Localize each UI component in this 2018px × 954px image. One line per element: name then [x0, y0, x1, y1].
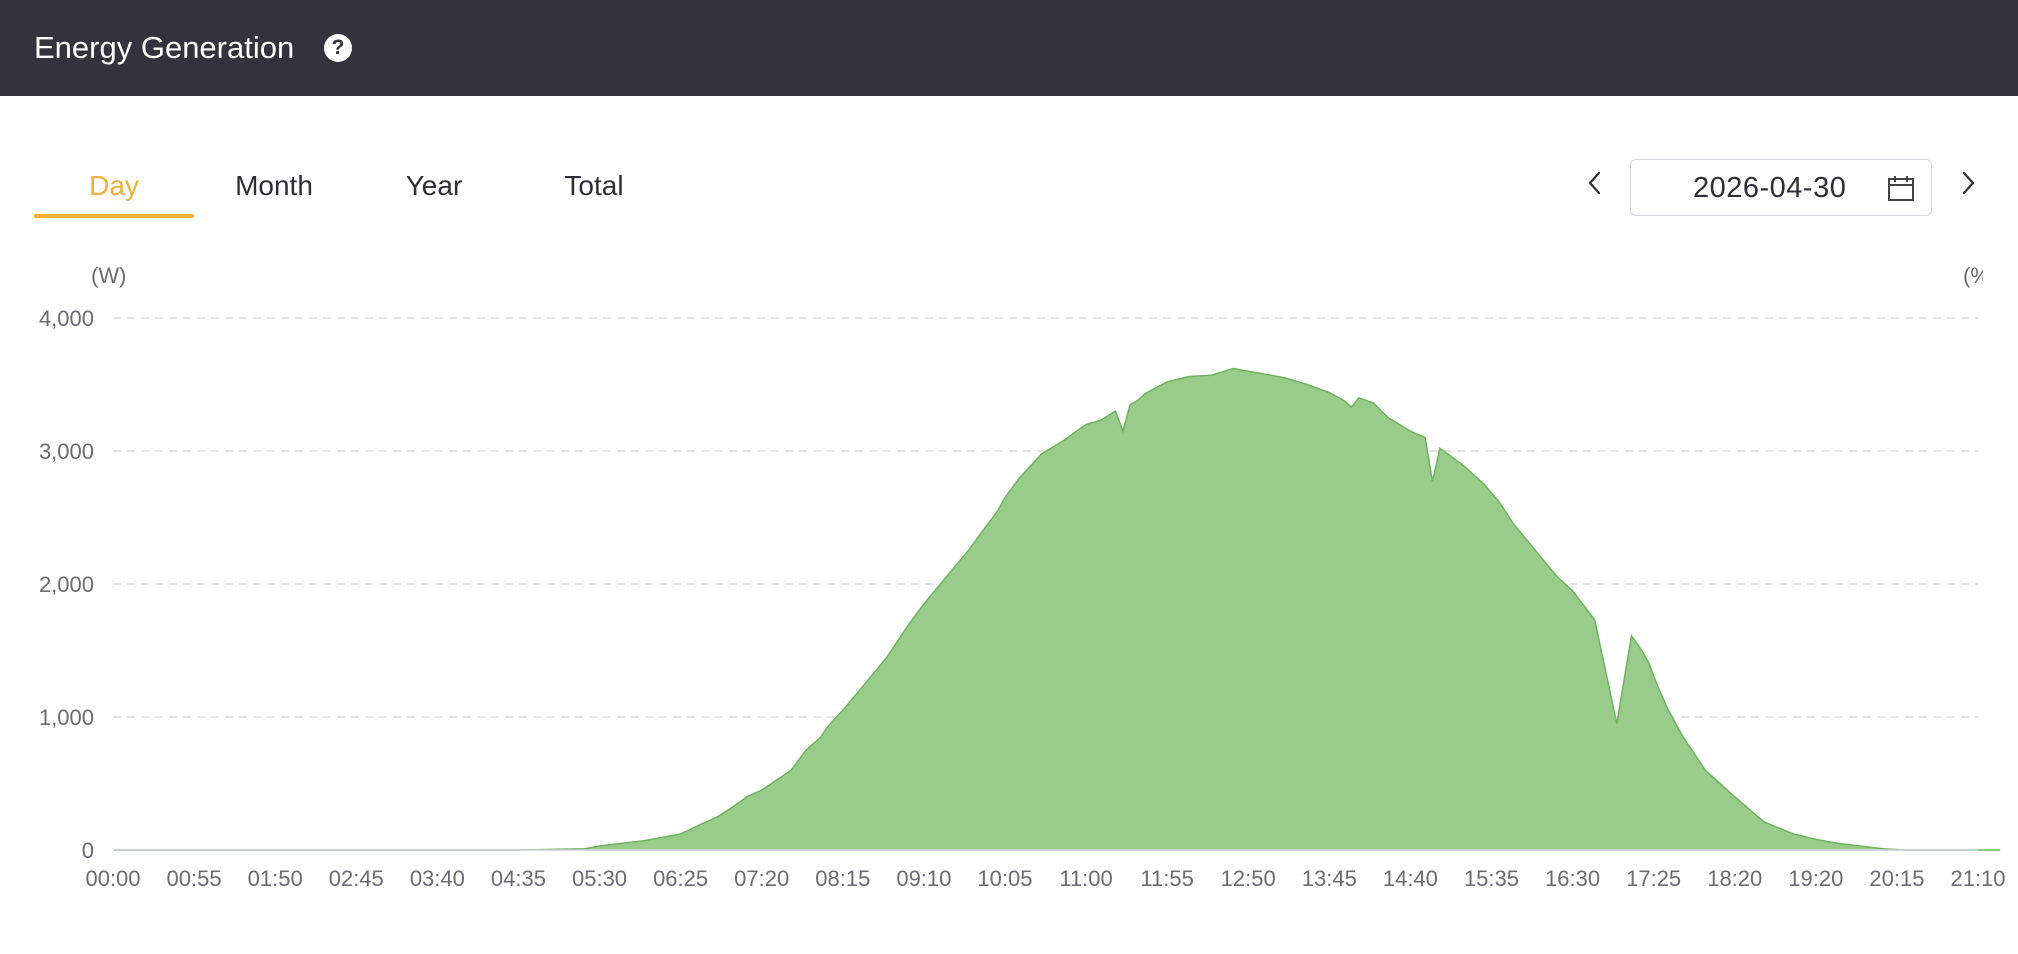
y-axis-unit-right: (%: [1963, 263, 1983, 288]
x-tick-label: 14:40: [1383, 866, 1438, 891]
x-tick-label: 10:05: [977, 866, 1032, 891]
y-axis-unit-left: (W): [91, 263, 127, 288]
tab-month[interactable]: Month: [235, 170, 313, 201]
x-tick-label: 20:15: [1869, 866, 1924, 891]
calendar-icon[interactable]: [1887, 174, 1915, 202]
x-tick-label: 01:50: [248, 866, 303, 891]
y-tick-label: 3,000: [39, 439, 94, 464]
y-tick-label: 2,000: [39, 572, 94, 597]
x-tick-label: 00:55: [167, 866, 222, 891]
x-tick-label: 21:10: [1950, 866, 2005, 891]
tab-total[interactable]: Total: [564, 170, 624, 201]
y-tick-label: 4,000: [39, 306, 94, 331]
tab-day[interactable]: Day: [89, 170, 139, 201]
y-tick-label: 1,000: [39, 705, 94, 730]
active-tab-indicator: [34, 214, 194, 218]
x-tick-label: 16:30: [1545, 866, 1600, 891]
generation-line: [113, 367, 2001, 851]
tab-year[interactable]: Year: [405, 170, 463, 201]
x-tick-label: 09:10: [896, 866, 951, 891]
x-tick-label: 19:20: [1788, 866, 1843, 891]
x-tick-label: 05:30: [572, 866, 627, 891]
x-tick-label: 00:00: [85, 866, 140, 891]
x-tick-label: 03:40: [410, 866, 465, 891]
x-tick-label: 13:45: [1302, 866, 1357, 891]
x-tick-label: 04:35: [491, 866, 546, 891]
chevron-left-icon[interactable]: [1580, 168, 1610, 198]
page-header: Energy Generation ?: [0, 0, 2018, 96]
question-circle-icon[interactable]: ?: [324, 34, 352, 62]
y-tick-label: 0: [82, 838, 94, 863]
x-tick-label: 12:50: [1221, 866, 1276, 891]
x-tick-label: 08:15: [815, 866, 870, 891]
x-tick-label: 17:25: [1626, 866, 1681, 891]
page-title: Energy Generation: [34, 30, 295, 65]
x-tick-label: 02:45: [329, 866, 384, 891]
date-picker[interactable]: 2026-04-30: [1630, 159, 1932, 216]
x-tick-label: 06:25: [653, 866, 708, 891]
chevron-right-icon[interactable]: [1953, 168, 1983, 198]
x-tick-label: 07:20: [734, 866, 789, 891]
x-tick-label: 11:00: [1059, 866, 1112, 891]
x-tick-label: 11:55: [1140, 866, 1193, 891]
x-tick-label: 18:20: [1707, 866, 1762, 891]
generation-area: [113, 368, 2001, 850]
date-value: 2026-04-30: [1693, 172, 1847, 204]
x-tick-label: 15:35: [1464, 866, 1519, 891]
